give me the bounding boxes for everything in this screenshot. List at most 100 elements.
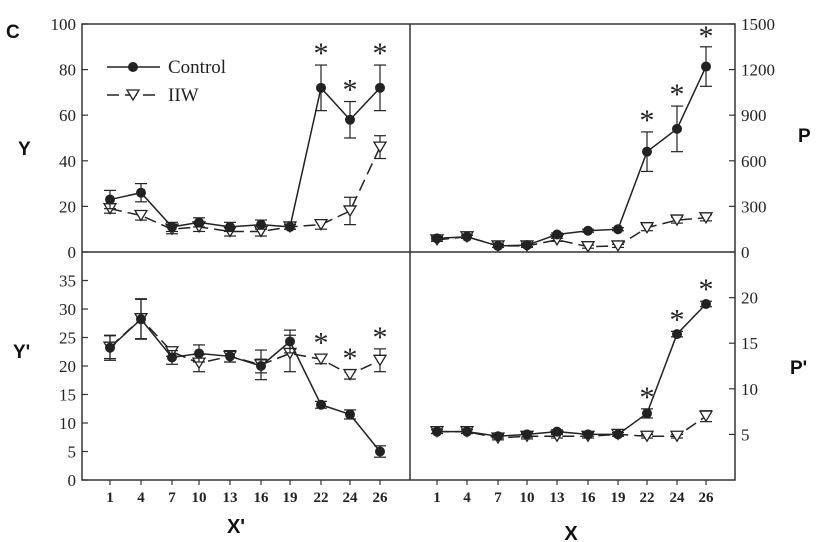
- top-right-ytick-label: 1200: [741, 61, 775, 80]
- top-right-ytick-label: 0: [741, 243, 750, 262]
- y-label-bottom-right: P': [790, 358, 807, 379]
- bottom-right-xtick-label: 26: [699, 490, 715, 506]
- bottom-left-significance-star: *: [343, 342, 358, 375]
- bottom-left-xtick-label: 26: [373, 490, 389, 506]
- top-left-ytick-label: 100: [51, 15, 77, 34]
- top-right-point-control: [613, 224, 623, 235]
- bottom-left-xtick-label: 19: [283, 490, 298, 506]
- bottom-left-ytick-label: 0: [68, 471, 77, 490]
- legend-iiw-label: IIW: [168, 85, 199, 106]
- bottom-left-point-control: [375, 446, 385, 457]
- top-left-ytick-label: 80: [59, 61, 76, 80]
- bottom-left-xtick-label: 7: [168, 490, 176, 506]
- bottom-left-ytick-label: 20: [59, 357, 76, 376]
- bottom-right-point-control: [522, 429, 532, 440]
- bottom-left-point-iiw: [313, 353, 329, 366]
- bottom-right-point-iiw: [698, 410, 714, 423]
- top-left-significance-star: *: [343, 74, 358, 107]
- legend-iiw-marker: [125, 89, 141, 102]
- top-right-series-control: [436, 66, 707, 247]
- bottom-left-point-control: [225, 351, 235, 362]
- bottom-right-series-iiw: [437, 415, 707, 439]
- bottom-left-point-control: [345, 409, 355, 420]
- y-label-top-right: P: [798, 126, 811, 147]
- top-left-point-control: [225, 221, 235, 232]
- top-left-point-iiw: [372, 141, 388, 154]
- bottom-left-ytick-label: 35: [59, 272, 76, 291]
- bottom-left-point-iiw: [342, 368, 358, 381]
- bottom-left-significance-star: *: [314, 327, 329, 360]
- top-right-point-iiw: [698, 212, 714, 225]
- top-left-series-control: [109, 86, 381, 228]
- bottom-right-xtick-label: 16: [581, 490, 597, 506]
- bottom-right-xtick-label: 7: [494, 490, 502, 506]
- x-label-bottom-left: X': [227, 516, 245, 538]
- top-right-significance-star: *: [699, 20, 714, 53]
- bottom-left-xtick-label: 4: [137, 490, 145, 506]
- bottom-left-xtick-label: 13: [223, 490, 238, 506]
- legend-control-label: Control: [168, 57, 226, 78]
- bottom-left-ytick-label: 15: [59, 386, 76, 405]
- bottom-right-series-control: [437, 303, 707, 437]
- bottom-left-point-iiw: [372, 354, 388, 367]
- top-right-point-iiw: [639, 222, 655, 234]
- bottom-right-xtick-label: 1: [433, 490, 441, 506]
- bottom-right-ytick-label: 5: [741, 425, 750, 444]
- top-left-point-control: [256, 219, 266, 230]
- bottom-right-significance-star: *: [699, 273, 714, 306]
- top-right-point-control: [462, 231, 472, 242]
- bottom-left-xtick-label: 22: [314, 490, 329, 506]
- top-left-point-control: [105, 194, 115, 205]
- bottom-left-point-control: [285, 336, 295, 347]
- bottom-right-point-control: [432, 426, 442, 437]
- bottom-left-point-control: [105, 342, 115, 353]
- top-right-ytick-label: 900: [741, 106, 767, 125]
- x-label-bottom-right: X: [564, 523, 578, 542]
- bottom-right-xtick-label: 22: [640, 490, 655, 506]
- bottom-left-point-control: [194, 348, 204, 359]
- bottom-left-series-iiw: [109, 317, 381, 376]
- bottom-right-ytick-label: 15: [741, 334, 758, 353]
- top-left-ytick-label: 20: [59, 197, 76, 216]
- top-left-point-control: [345, 114, 355, 125]
- bottom-left-ytick-label: 25: [59, 329, 76, 348]
- top-left-point-control: [375, 82, 385, 93]
- bottom-left-series-control: [109, 318, 381, 452]
- bottom-right-point-control: [462, 426, 472, 437]
- bottom-right-point-control: [493, 431, 503, 442]
- top-left-ytick-label: 0: [68, 243, 77, 262]
- top-left-ytick-label: 60: [59, 106, 76, 125]
- bottom-left-xtick-label: 1: [106, 490, 114, 506]
- bottom-right-xtick-label: 13: [550, 490, 565, 506]
- bottom-right-significance-star: *: [640, 381, 655, 414]
- chart-layer: 0 20 40 60 80 100 * * * 0 300 600 900 1200 1500 * * * 0 5 10…: [51, 15, 776, 506]
- top-left-point-iiw: [133, 209, 149, 222]
- bottom-left-xtick-label: 24: [343, 490, 359, 506]
- bottom-right-point-iiw: [639, 430, 655, 443]
- top-right-point-control: [432, 233, 442, 244]
- bottom-right-ytick-label: 20: [741, 289, 758, 308]
- top-right-ytick-label: 300: [741, 197, 767, 216]
- bottom-right-significance-star: *: [670, 303, 685, 336]
- top-left-point-control: [316, 82, 326, 93]
- top-left-point-control: [136, 187, 146, 198]
- top-left-point-control: [167, 221, 177, 232]
- top-right-point-iiw: [580, 241, 596, 253]
- top-right-point-control: [522, 240, 532, 251]
- legend: Control IIW: [107, 57, 226, 106]
- y-label-bottom-left: Y': [13, 342, 30, 363]
- bottom-right-point-iiw: [669, 430, 685, 443]
- top-left-significance-star: *: [373, 37, 388, 70]
- bottom-right-xtick-label: 4: [463, 490, 471, 506]
- bottom-right-point-control: [672, 329, 682, 340]
- top-left-significance-star: *: [314, 37, 329, 70]
- bottom-left-point-control: [167, 352, 177, 363]
- bottom-left-significance-star: *: [373, 321, 388, 354]
- top-right-point-control: [493, 240, 503, 251]
- bottom-right-xtick-label: 10: [520, 490, 535, 506]
- bottom-left-ytick-label: 10: [59, 414, 76, 433]
- top-left-point-iiw: [313, 218, 329, 231]
- bottom-left-ytick-label: 30: [59, 300, 76, 319]
- top-left-point-control: [285, 221, 295, 232]
